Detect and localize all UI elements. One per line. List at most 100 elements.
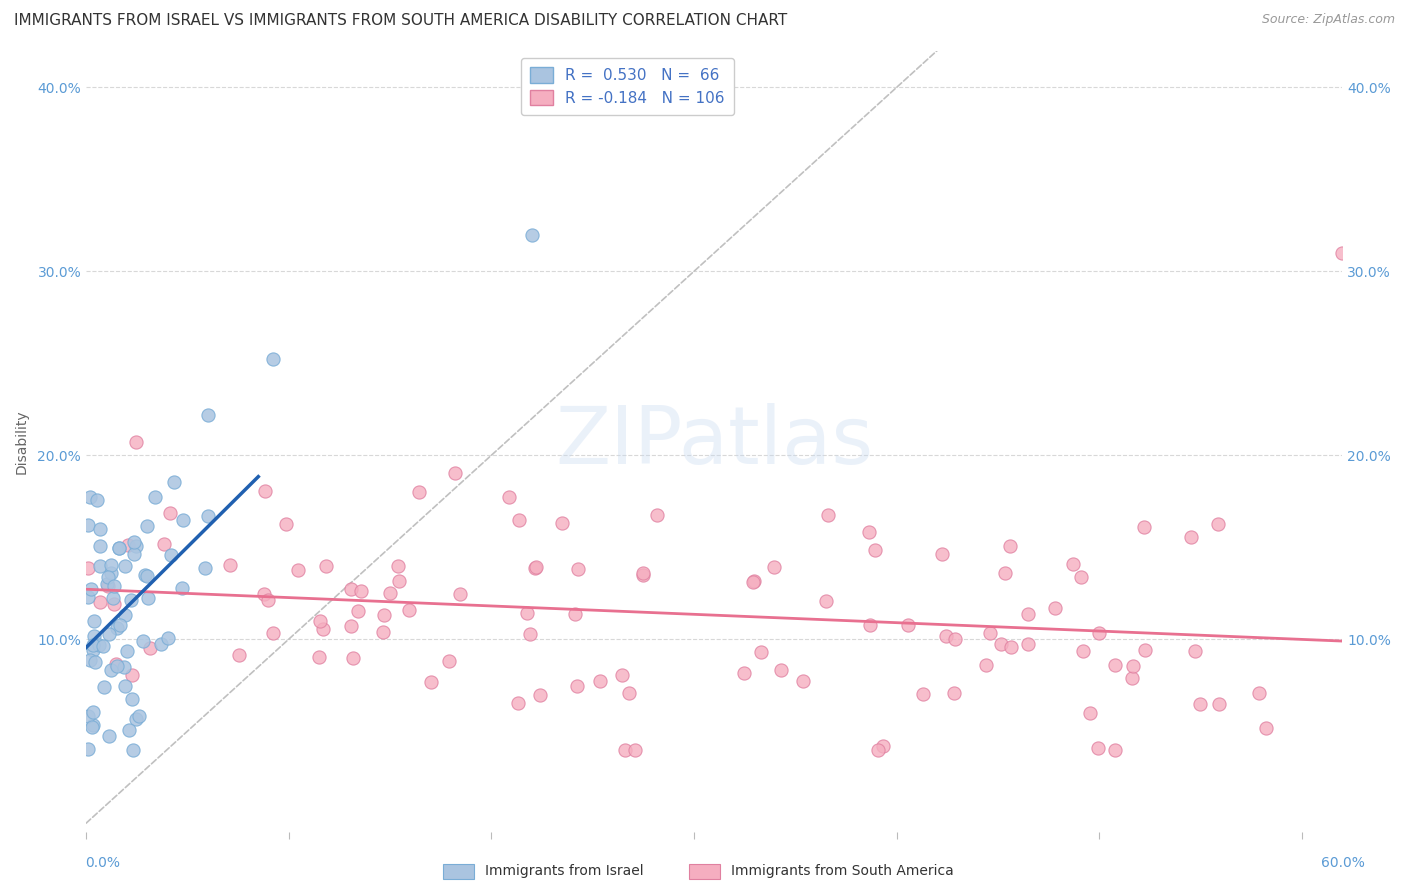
Point	[163, 475, 186, 489]
Text: 60.0%: 60.0%	[1320, 856, 1365, 871]
Point	[121, 668, 143, 682]
Point	[380, 586, 402, 600]
Point	[108, 541, 131, 555]
Point	[87, 638, 110, 652]
Point	[93, 639, 115, 653]
Point	[1247, 686, 1270, 700]
Point	[262, 625, 284, 640]
Point	[83, 629, 105, 643]
Point	[858, 524, 880, 539]
Point	[139, 641, 162, 656]
Point	[110, 617, 132, 632]
Point	[117, 538, 139, 552]
Point	[1104, 742, 1126, 756]
Point	[276, 517, 298, 532]
Point	[157, 631, 180, 645]
Point	[128, 709, 150, 723]
Point	[817, 508, 839, 523]
Text: IMMIGRANTS FROM ISRAEL VS IMMIGRANTS FROM SOUTH AMERICA DISABILITY CORRELATION C: IMMIGRANTS FROM ISRAEL VS IMMIGRANTS FRO…	[14, 13, 787, 29]
Point	[194, 561, 217, 575]
Point	[77, 742, 100, 756]
Point	[1043, 600, 1066, 615]
Legend: R =  0.530   N =  66, R = -0.184   N = 106: R = 0.530 N = 66, R = -0.184 N = 106	[520, 58, 734, 115]
Point	[872, 739, 894, 754]
Text: Immigrants from Israel: Immigrants from Israel	[485, 864, 644, 879]
Point	[160, 549, 183, 563]
Point	[1070, 570, 1092, 584]
Point	[645, 508, 668, 522]
Point	[228, 648, 250, 663]
Point	[308, 650, 330, 665]
Point	[1062, 557, 1084, 571]
Point	[89, 595, 111, 609]
Point	[97, 570, 120, 584]
Point	[150, 637, 173, 651]
Point	[1180, 530, 1202, 544]
Point	[77, 560, 100, 574]
Point	[974, 657, 997, 672]
Point	[762, 560, 785, 574]
Point	[614, 742, 637, 756]
Point	[100, 566, 122, 580]
Point	[254, 483, 277, 498]
Point	[86, 493, 108, 508]
Point	[516, 606, 538, 620]
Point	[339, 582, 361, 597]
Point	[112, 660, 135, 674]
Point	[979, 625, 1001, 640]
Point	[105, 657, 128, 671]
Point	[524, 559, 547, 574]
Point	[1017, 637, 1039, 651]
Point	[519, 626, 541, 640]
Point	[444, 466, 467, 480]
Point	[439, 654, 461, 668]
Point	[134, 568, 156, 582]
Point	[1254, 721, 1277, 735]
Point	[120, 593, 142, 607]
Point	[449, 587, 471, 601]
Point	[82, 718, 104, 732]
Point	[733, 666, 755, 681]
Point	[82, 705, 104, 719]
Point	[935, 629, 957, 643]
Point	[132, 633, 155, 648]
Point	[103, 579, 125, 593]
Point	[197, 408, 219, 422]
Point	[97, 578, 120, 592]
Point	[524, 561, 547, 575]
Point	[143, 490, 166, 504]
Point	[1122, 658, 1144, 673]
Point	[1121, 671, 1143, 685]
Point	[125, 434, 148, 449]
Point	[931, 548, 953, 562]
Point	[80, 720, 103, 734]
Point	[387, 559, 409, 574]
Point	[83, 614, 105, 628]
Point	[122, 535, 145, 549]
Point	[388, 574, 411, 588]
Point	[520, 227, 543, 242]
Point	[135, 518, 157, 533]
Point	[1133, 642, 1156, 657]
Point	[96, 577, 118, 591]
Point	[98, 729, 121, 743]
Point	[153, 537, 176, 551]
Point	[350, 583, 373, 598]
Point	[1017, 607, 1039, 621]
Point	[792, 674, 814, 689]
Point	[1104, 658, 1126, 673]
Point	[897, 618, 920, 632]
Point	[508, 513, 530, 527]
Point	[564, 607, 586, 622]
Point	[114, 679, 136, 693]
Point	[98, 627, 121, 641]
Point	[100, 664, 122, 678]
Point	[1088, 625, 1111, 640]
Point	[136, 591, 159, 605]
Point	[80, 582, 103, 596]
Point	[911, 687, 934, 701]
Point	[287, 563, 309, 577]
Point	[79, 653, 101, 667]
Point	[82, 643, 104, 657]
Text: Immigrants from South America: Immigrants from South America	[731, 864, 953, 879]
